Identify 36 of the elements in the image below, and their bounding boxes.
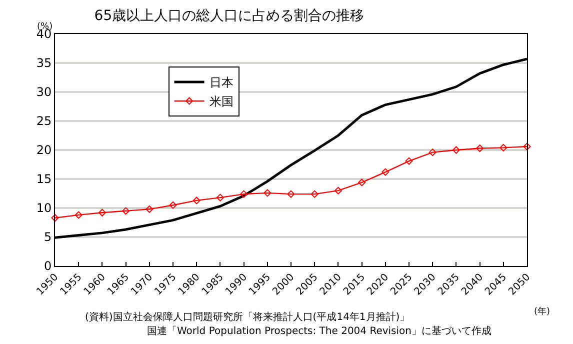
point — [146, 205, 154, 213]
point — [382, 168, 390, 176]
y-tick-label: 20 — [36, 143, 52, 158]
point — [122, 207, 130, 215]
y-tick-label: 10 — [36, 201, 52, 216]
y-axis-title: (%) — [37, 22, 53, 32]
y-tick-label: 15 — [36, 172, 52, 186]
x-axis-title: (年) — [534, 306, 550, 317]
point — [310, 190, 318, 198]
point — [264, 189, 272, 197]
chart-title: 65歳以上人口の総人口に占める割合の推移 — [94, 8, 364, 24]
point — [51, 214, 59, 222]
y-tick-label: 30 — [36, 85, 52, 100]
y-tick-label: 5 — [44, 230, 52, 244]
point — [428, 148, 436, 156]
point — [523, 142, 531, 150]
point — [358, 178, 366, 186]
point — [287, 190, 295, 198]
y-tick-label: 0 — [44, 259, 52, 274]
point — [192, 196, 200, 204]
point — [169, 201, 177, 209]
point — [74, 211, 82, 219]
text: (資料)国立社会保障人口問題研究所「将来推計人口(平成14年1月推計)」 — [85, 311, 410, 323]
point — [476, 144, 484, 152]
point — [240, 190, 248, 198]
point — [500, 144, 508, 152]
point — [405, 157, 413, 165]
point — [216, 194, 224, 202]
point — [452, 146, 460, 154]
point — [334, 186, 342, 194]
y-tick-label: 35 — [36, 56, 52, 70]
y-tick-label: 25 — [36, 114, 52, 128]
point — [98, 208, 106, 216]
legend-label: 米国 — [209, 94, 234, 109]
legend-label: 日本 — [209, 76, 234, 90]
text: 国連「World Population Prospects: The 2004 Revision」に基づいて作成 — [147, 325, 492, 337]
